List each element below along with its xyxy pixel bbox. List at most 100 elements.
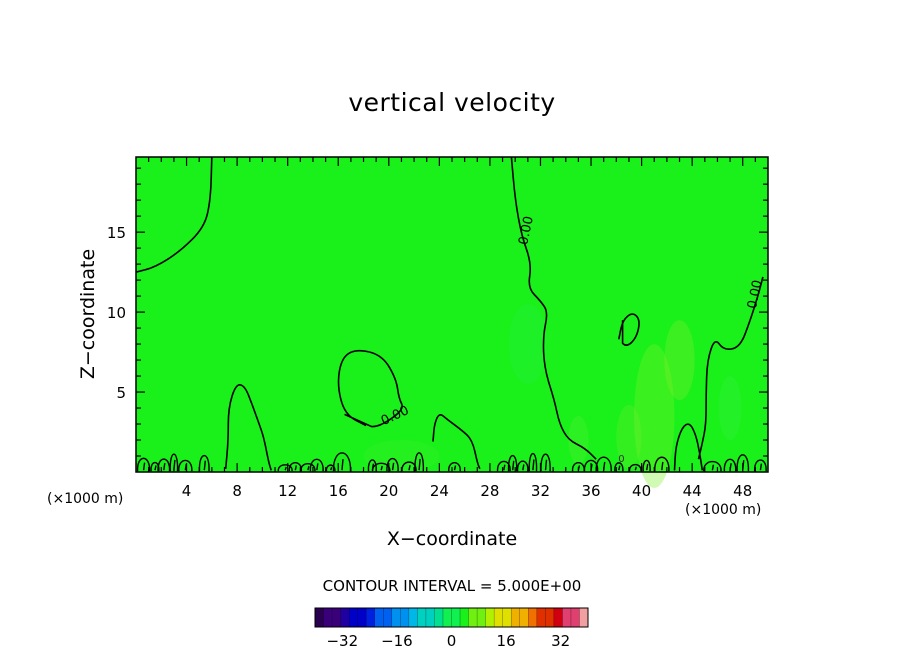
contour-plume-42: [673, 423, 704, 471]
colorbar-cell: [502, 608, 512, 627]
x-tick-label: 12: [278, 482, 297, 500]
colorbar-cell: [374, 608, 384, 627]
shade-patch: [508, 304, 547, 385]
colorbar-cell: [536, 608, 546, 627]
x-tick-label: 48: [733, 482, 752, 500]
x-axis-label: X−coordinate: [386, 528, 518, 550]
colorbar-tick-label: 32: [551, 632, 570, 650]
x-tick-label: 32: [531, 482, 550, 500]
x-unit-label-left: (×1000 m): [47, 491, 124, 507]
surface-contour: [414, 452, 425, 472]
x-tick-label: 36: [581, 482, 600, 500]
x-tick-label: 16: [329, 482, 348, 500]
colorbar-cell: [562, 608, 572, 627]
colorbar-cell: [579, 608, 589, 627]
x-unit-label-right: (×1000 m): [685, 502, 762, 518]
field-shading: [363, 304, 742, 488]
surface-contour: [528, 452, 538, 472]
colorbar-cell: [425, 608, 435, 627]
contour-label: 0.00: [516, 215, 537, 246]
shade-patch: [568, 416, 589, 465]
colorbar-cell: [477, 608, 487, 627]
colorbar-cell: [570, 608, 580, 627]
colorbar-cell: [391, 608, 401, 627]
surface-contour: [496, 460, 511, 472]
surface-contour: [642, 459, 651, 472]
x-tick-label: 20: [379, 482, 398, 500]
x-tick-label: 40: [632, 482, 651, 500]
contour-interval-label: CONTOUR INTERVAL = 5.000E+00: [322, 577, 582, 595]
shade-patch: [718, 376, 742, 441]
surface-contour: [332, 452, 352, 472]
colorbar-tick-label: −16: [381, 632, 413, 650]
contour-right: [697, 276, 764, 460]
surface-contour: [507, 454, 518, 472]
colorbar-cell: [460, 608, 469, 627]
surface-contour: [654, 456, 670, 472]
colorbar-cell: [323, 608, 333, 627]
colorbar-tick-label: 0: [447, 632, 457, 650]
colorbar-cell: [349, 608, 359, 627]
colorbar-cell: [357, 608, 367, 627]
colorbar-cell: [442, 608, 452, 627]
surface-contour: [300, 463, 316, 472]
colorbar-frame: [314, 607, 589, 628]
surface-contour: [448, 462, 461, 472]
surface-contour: [198, 454, 210, 472]
contour-blob-left-center: [337, 349, 403, 428]
contour-plume-24: [432, 414, 481, 470]
colorbar: −32 −16 0 16 32: [314, 607, 589, 650]
velocity-field: [136, 157, 768, 472]
surface-contour: [703, 460, 722, 472]
shade-patch: [634, 344, 675, 488]
colorbar-cell: [468, 608, 478, 627]
colorbar-cell: [519, 608, 529, 627]
colorbar-cell: [332, 608, 341, 627]
colorbar-tick-label: 16: [497, 632, 516, 650]
shade-patch: [664, 320, 695, 401]
contour-blob-right: [618, 313, 640, 346]
colorbar-cell: [434, 608, 444, 627]
colorbar-cell: [553, 608, 563, 627]
colorbar-cell: [511, 608, 521, 627]
x-tick-label: 8: [232, 482, 242, 500]
surface-contour: [386, 457, 399, 472]
surface-contour: [540, 453, 551, 472]
colorbar-cell: [417, 608, 427, 627]
y-tick-label: 10: [107, 304, 126, 322]
contour-label: 0: [618, 454, 624, 465]
contour-center-right: [510, 156, 597, 460]
y-tick-label: 15: [107, 224, 126, 242]
colorbar-cell: [366, 608, 376, 627]
colorbar-cell: [315, 608, 324, 627]
shade-patch: [616, 404, 642, 469]
contour-lines: [135, 156, 764, 471]
y-tick-label: 5: [116, 384, 126, 402]
colorbar-cell: [451, 608, 461, 627]
colorbar-cell: [408, 608, 418, 627]
chart-title: vertical velocity: [348, 88, 556, 117]
surface-contour: [614, 462, 624, 472]
contour-label: 0.00: [745, 279, 766, 310]
surface-contour: [136, 457, 151, 472]
surface-contour: [401, 461, 417, 472]
x-tick-label: 4: [182, 482, 192, 500]
x-tick-label: 24: [430, 482, 449, 500]
colorbar-tick-label: −32: [326, 632, 358, 650]
surface-contour: [628, 463, 642, 472]
contour-top-left: [135, 156, 213, 273]
colorbar-cell: [485, 608, 495, 627]
surface-contour: [157, 458, 171, 472]
x-tick-label: 44: [683, 482, 702, 500]
surface-contour: [277, 464, 293, 472]
surface-contour: [371, 462, 391, 472]
colorbar-cell: [494, 608, 504, 627]
surface-contour: [309, 458, 324, 472]
surface-contour: [325, 464, 336, 472]
colorbar-cell: [340, 608, 350, 627]
colorbar-cell: [545, 608, 555, 627]
contour-plume-8: [224, 384, 272, 471]
